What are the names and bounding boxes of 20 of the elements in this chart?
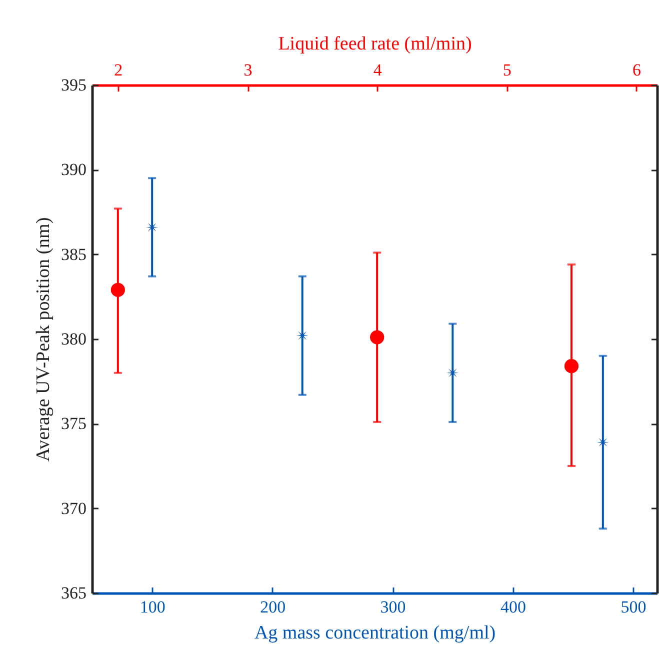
x2-tick-label: 2	[114, 60, 123, 80]
x2-axis-title: Liquid feed rate (ml/min)	[278, 34, 472, 54]
x-axis-title: Ag mass concentration (mg/ml)	[254, 622, 496, 644]
x-tick-label: 500	[620, 598, 646, 616]
y-tick-label: 370	[61, 498, 86, 518]
y-tick-label: 375	[61, 414, 86, 434]
x-tick-label: 400	[500, 598, 526, 616]
y-axis-title: Average UV-Peak position (nm)	[33, 217, 54, 462]
x-tick-label: 100	[140, 598, 166, 616]
x-tick-label: 200	[260, 598, 286, 616]
y-tick-label: 385	[61, 244, 86, 264]
x-tick-label: 300	[380, 598, 406, 616]
x2-tick-label: 4	[373, 60, 382, 80]
x2-tick-label: 3	[244, 60, 252, 80]
y-tick-label: 390	[61, 160, 86, 180]
x2-tick-label: 6	[632, 60, 642, 80]
y-tick-label: 380	[61, 330, 86, 348]
x2-tick-label: 5	[502, 60, 512, 80]
y-tick-label: 395	[61, 76, 86, 94]
y-tick-label: 365	[61, 584, 86, 602]
